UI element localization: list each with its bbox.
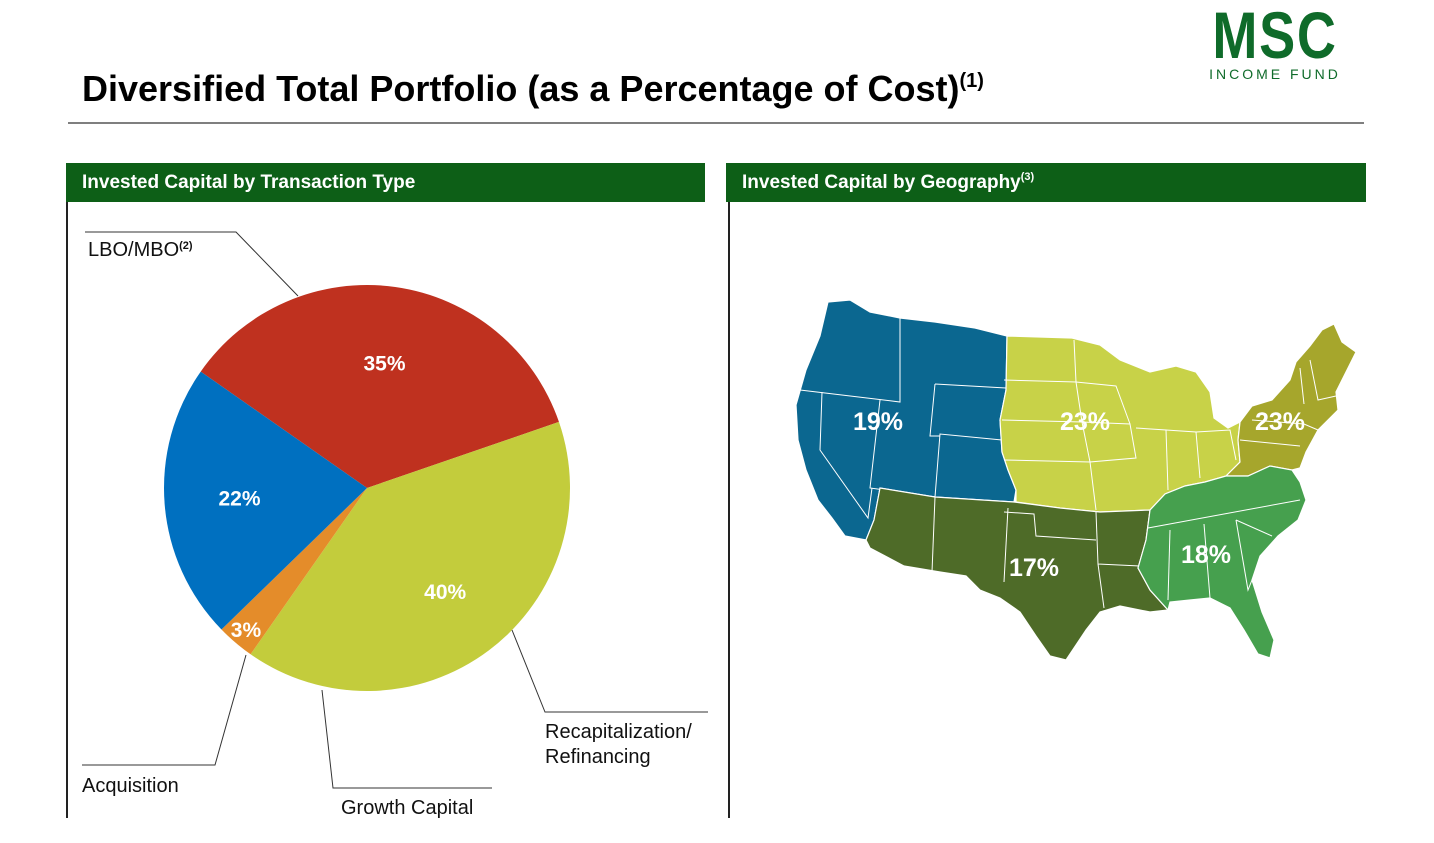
growth-capital-slice (221, 488, 367, 655)
west-state-lines-5 (929, 383, 940, 437)
transaction-type-panel-title: Invested Capital by Transaction Type (82, 172, 416, 193)
map-region-labels: 19% 23% 23% 17% 18% (853, 408, 1305, 582)
southwest-state-lines-5 (1097, 563, 1105, 609)
transaction-type-panel-header: Invested Capital by Transaction Type (66, 163, 705, 202)
southwest-state-lines (931, 496, 936, 573)
lbo-label-footnote: (2) (179, 240, 193, 252)
southeast-state-lines (1147, 499, 1301, 529)
recap-leader-line (511, 629, 708, 713)
northeast-state-lines (1251, 419, 1319, 431)
recap-label-line-1: Recapitalization/ (545, 721, 692, 743)
southwest-percent-label: 17% (1009, 554, 1059, 582)
recap-label-line-2: Refinancing (545, 746, 651, 768)
pie-leader-lines (82, 231, 708, 789)
lbo-slice (200, 285, 559, 488)
logo-subtitle: INCOME FUND (1209, 66, 1341, 82)
west-state-lines (799, 318, 901, 403)
northeast-percent-label: 23% (1255, 408, 1305, 436)
southeast-state-lines-3 (1203, 523, 1211, 599)
lbo-label: LBO/MBO(2) (88, 238, 193, 266)
southeast-region (1137, 465, 1307, 659)
page-title-footnote: (1) (959, 70, 984, 92)
recap-percent-label: 40% (424, 581, 466, 604)
midwest-state-lines-8 (1195, 429, 1237, 461)
southeast-state-lines-4 (1235, 519, 1253, 592)
growth-capital-label: Growth Capital (341, 797, 474, 819)
southwest-state-lines-2 (1003, 507, 1009, 583)
northeast-region (1224, 323, 1357, 477)
lbo-label-text: LBO/MBO (88, 239, 180, 261)
northeast-state-lines-4 (1299, 367, 1305, 405)
geography-panel-header: Invested Capital by Geography(3) (726, 163, 1366, 202)
midwest-state-lines-4 (1081, 421, 1137, 511)
acquisition-label: Acquisition (82, 775, 179, 797)
us-geography-map (795, 299, 1357, 661)
northeast-state-lines-2 (1239, 439, 1301, 447)
west-state-lines-4 (934, 383, 1007, 389)
northeast-state-lines-3 (1309, 359, 1337, 401)
left-panel-border (66, 202, 68, 818)
msc-logo: MSC INCOME FUND (1195, 2, 1355, 82)
growth-leader-line (321, 689, 492, 789)
southeast-state-lines-5 (1235, 519, 1273, 537)
growth-capital-percent-label: 3% (231, 619, 262, 642)
southeast-percent-label: 18% (1181, 541, 1231, 569)
acquisition-slice (164, 371, 367, 630)
geography-panel-title: Invested Capital by Geography (742, 172, 1021, 193)
page-title: Diversified Total Portfolio (as a Percen… (82, 68, 984, 110)
geography-panel-footnote: (3) (1020, 171, 1035, 183)
acquisition-leader-line (82, 654, 247, 766)
transaction-type-pie-chart: 35% 40% 3% 22% (164, 285, 570, 691)
acquisition-percent-label: 22% (219, 487, 261, 510)
midwest-state-lines-5 (1075, 381, 1131, 425)
lbo-leader-line (85, 231, 299, 297)
page-title-text: Diversified Total Portfolio (as a Percen… (82, 68, 960, 109)
lbo-percent-label: 35% (364, 352, 406, 375)
southwest-region (865, 487, 1170, 661)
west-percent-label: 19% (853, 408, 903, 436)
southeast-state-lines-2 (1167, 529, 1171, 601)
recap-label: Recapitalization/ Refinancing (545, 720, 692, 770)
midwest-percent-label: 23% (1060, 408, 1110, 436)
southwest-state-lines-3 (1003, 511, 1097, 541)
right-panel-border (728, 202, 730, 818)
title-divider (68, 122, 1364, 124)
logo-wordmark: MSC (1212, 0, 1338, 72)
west-state-lines-2 (819, 391, 873, 520)
recap-slice (250, 421, 570, 691)
